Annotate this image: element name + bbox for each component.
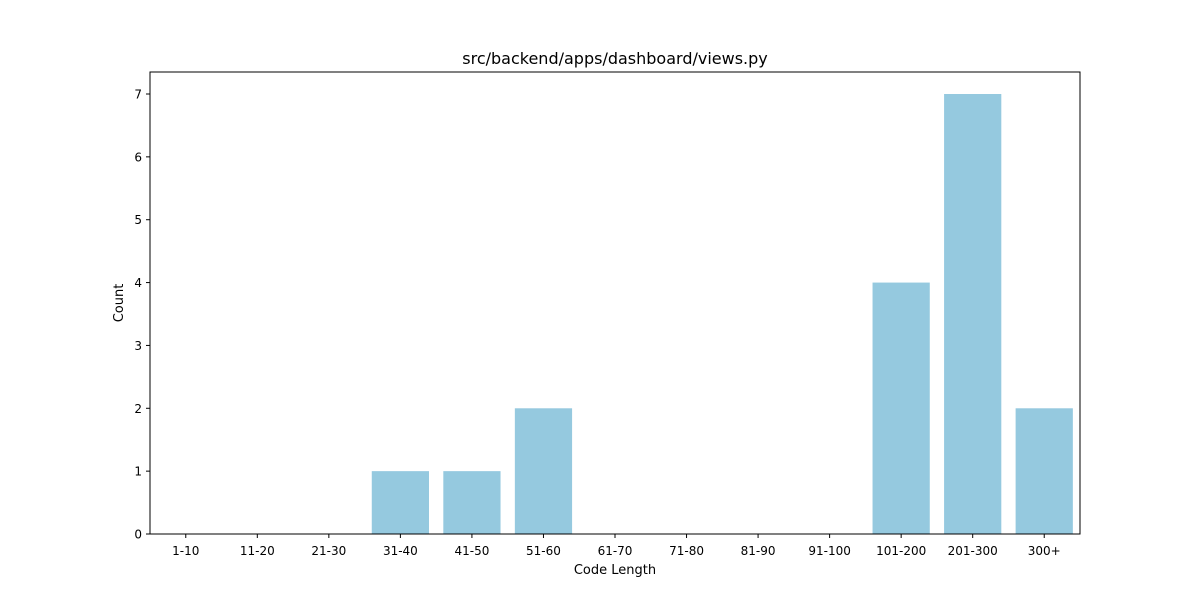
y-tick-label: 1	[134, 465, 142, 479]
y-tick-label: 2	[134, 402, 142, 416]
x-tick-label: 61-70	[598, 544, 633, 558]
y-tick-label: 4	[134, 276, 142, 290]
y-tick-label: 5	[134, 213, 142, 227]
x-tick-label: 101-200	[876, 544, 926, 558]
x-tick-label: 300+	[1028, 544, 1061, 558]
plot-frame	[149, 71, 1081, 535]
x-tick-label: 201-300	[948, 544, 998, 558]
y-tick-label: 6	[134, 150, 142, 164]
x-tick-label: 71-80	[669, 544, 704, 558]
bar-201-300	[944, 94, 1002, 534]
x-tick-label: 1-10	[172, 544, 199, 558]
y-axis: 0 1 2 3 4 5 6 7	[134, 88, 150, 542]
x-tick-label: 51-60	[526, 544, 561, 558]
x-tick-label: 31-40	[383, 544, 418, 558]
y-tick-label: 0	[134, 528, 142, 542]
x-tick-label: 21-30	[311, 544, 346, 558]
bar-41-50	[443, 471, 501, 534]
x-tick-label: 11-20	[240, 544, 275, 558]
bars-layer	[371, 94, 1073, 534]
x-tick-label: 41-50	[454, 544, 489, 558]
bar-51-60	[514, 408, 573, 534]
bar-31-40	[371, 471, 429, 534]
y-tick-label: 3	[134, 339, 142, 353]
bar-300+	[1015, 408, 1073, 534]
x-axis-label: Code Length	[574, 563, 656, 578]
bar-101-200	[872, 282, 930, 534]
x-axis: 1-10 11-20 21-30 31-40 41-50 51-60 61-70 71-80 8…	[172, 534, 1061, 558]
x-tick-label: 81-90	[741, 544, 776, 558]
chart-title: src/backend/apps/dashboard/views.py	[462, 49, 768, 68]
y-axis-label: Count	[112, 284, 127, 323]
x-tick-label: 91-100	[808, 544, 851, 558]
y-tick-label: 7	[134, 88, 142, 102]
